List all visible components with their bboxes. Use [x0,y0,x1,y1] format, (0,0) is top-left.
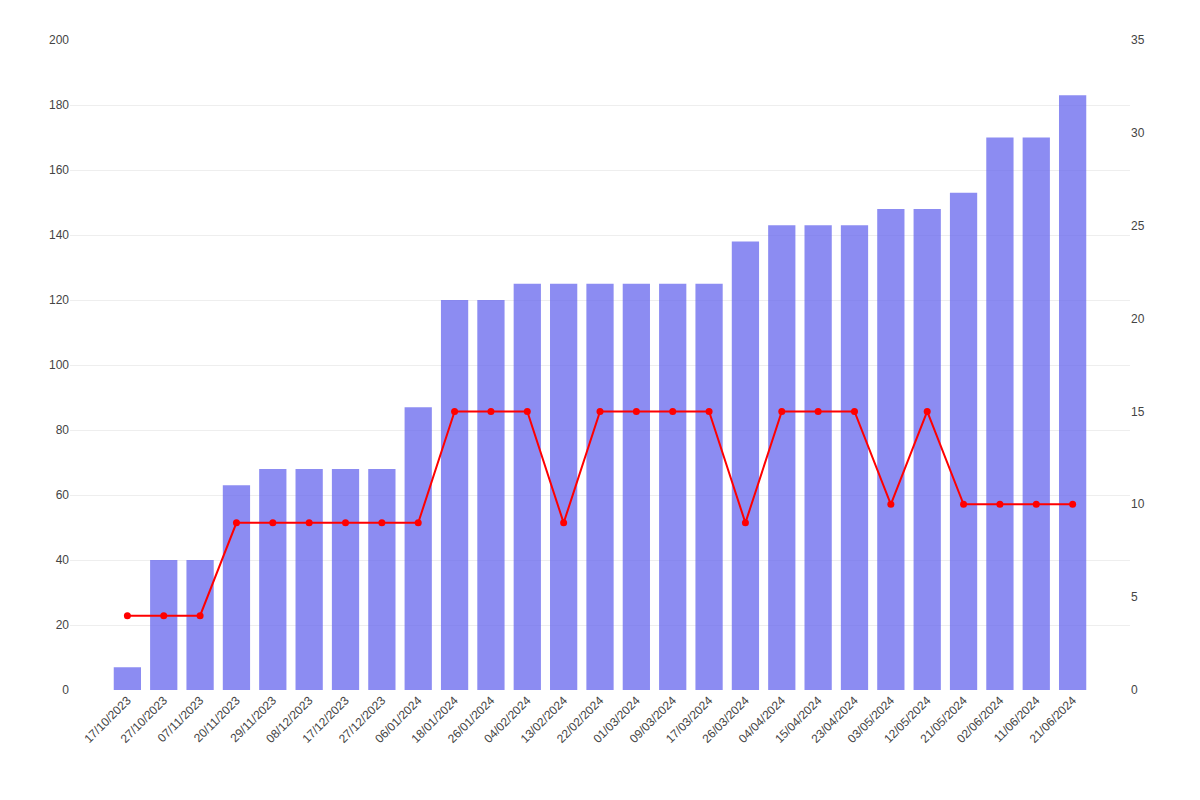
svg-text:21/06/2024: 21/06/2024 [1027,693,1080,746]
svg-text:01/03/2024: 01/03/2024 [590,693,643,746]
svg-text:08/12/2023: 08/12/2023 [263,693,316,746]
svg-text:140: 140 [49,228,69,242]
svg-text:10: 10 [1131,497,1145,511]
svg-text:27/12/2023: 27/12/2023 [336,693,389,746]
svg-text:06/01/2024: 06/01/2024 [372,693,425,746]
svg-text:23/04/2024: 23/04/2024 [808,693,861,746]
svg-text:200: 200 [49,33,69,47]
svg-text:09/03/2024: 09/03/2024 [627,693,680,746]
svg-text:27/10/2023: 27/10/2023 [118,693,171,746]
svg-text:02/06/2024: 02/06/2024 [954,693,1007,746]
svg-text:15: 15 [1131,405,1145,419]
svg-text:5: 5 [1131,590,1138,604]
svg-text:17/12/2023: 17/12/2023 [300,693,353,746]
svg-text:17/10/2023: 17/10/2023 [81,693,134,746]
svg-text:29/11/2023: 29/11/2023 [227,693,279,745]
svg-text:60: 60 [56,488,70,502]
svg-text:80: 80 [56,423,70,437]
svg-text:26/03/2024: 26/03/2024 [699,693,752,746]
svg-text:20: 20 [1131,312,1145,326]
svg-text:22/02/2024: 22/02/2024 [554,693,607,746]
svg-text:30: 30 [1131,126,1145,140]
svg-text:03/05/2024: 03/05/2024 [845,693,898,746]
svg-text:26/01/2024: 26/01/2024 [445,693,498,746]
svg-text:20: 20 [56,618,70,632]
svg-text:100: 100 [49,358,69,372]
svg-text:120: 120 [49,293,69,307]
svg-text:13/02/2024: 13/02/2024 [518,693,571,746]
svg-text:20/11/2023: 20/11/2023 [191,693,243,745]
svg-text:17/03/2024: 17/03/2024 [663,693,716,746]
svg-text:12/05/2024: 12/05/2024 [881,693,934,746]
svg-text:21/05/2024: 21/05/2024 [918,693,971,746]
svg-text:25: 25 [1131,219,1145,233]
svg-text:160: 160 [49,163,69,177]
svg-text:180: 180 [49,98,69,112]
svg-text:11/06/2024: 11/06/2024 [991,693,1043,745]
svg-text:0: 0 [62,683,69,697]
svg-text:0: 0 [1131,683,1138,697]
svg-text:04/02/2024: 04/02/2024 [481,693,534,746]
svg-text:35: 35 [1131,33,1145,47]
svg-text:40: 40 [56,553,70,567]
svg-text:15/04/2024: 15/04/2024 [772,693,825,746]
svg-text:18/01/2024: 18/01/2024 [409,693,462,746]
svg-text:07/11/2023: 07/11/2023 [155,693,207,745]
svg-text:04/04/2024: 04/04/2024 [736,693,789,746]
